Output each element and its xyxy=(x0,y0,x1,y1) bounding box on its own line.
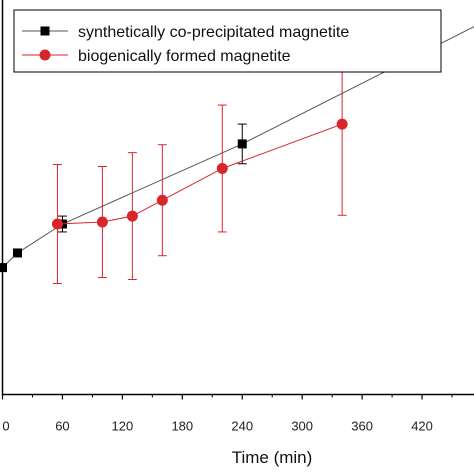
data-point-circle xyxy=(336,118,348,130)
series-line xyxy=(57,123,343,225)
x-tick-label: 120 xyxy=(112,419,134,434)
x-tick-label: 300 xyxy=(291,419,313,434)
data-point-square xyxy=(12,248,22,258)
x-axis-title: Time (min) xyxy=(232,448,313,467)
data-point-circle xyxy=(216,162,228,174)
legend-marker-circle xyxy=(39,49,51,61)
x-axis-ticks: 0 60 120 180 240 300 360 420 xyxy=(1,394,453,434)
data-point-square xyxy=(0,263,7,273)
data-point-circle xyxy=(51,218,63,230)
legend-label: synthetically co-precipitated magnetite xyxy=(78,24,349,41)
legend-label: biogenically formed magnetite xyxy=(78,48,291,65)
series-layer xyxy=(0,26,474,284)
x-tick-label: 180 xyxy=(171,419,193,434)
x-tick-label: 360 xyxy=(351,419,373,434)
data-point-circle xyxy=(126,210,138,222)
x-tick-label: 60 xyxy=(55,419,69,434)
legend-marker-square xyxy=(40,26,50,36)
legend: synthetically co-precipitated magnetite b… xyxy=(13,9,442,73)
x-tick-label: 420 xyxy=(411,419,433,434)
data-point-square xyxy=(237,139,247,149)
data-point-circle xyxy=(96,216,108,228)
x-tick-label: 240 xyxy=(231,419,253,434)
legend-box xyxy=(13,9,442,73)
x-tick-label: 0 xyxy=(2,419,9,434)
data-point-circle xyxy=(156,194,168,206)
